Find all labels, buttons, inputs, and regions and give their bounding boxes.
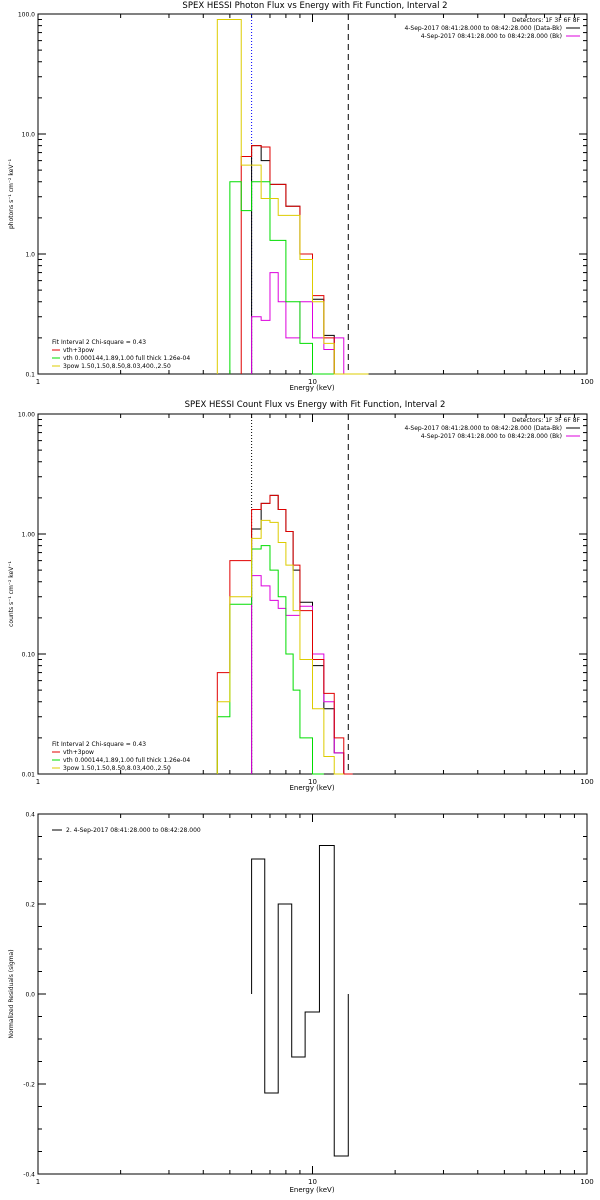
y-tick-label: 1.0: [25, 252, 35, 259]
legend-label: 4-Sep-2017 08:41:28.000 to 08:42:28.000 …: [421, 433, 562, 440]
fit-header: Fit Interval 2 Chi-square = 0.43: [52, 741, 146, 748]
fit-header: Fit Interval 2 Chi-square = 0.43: [52, 339, 146, 346]
legend-label: 4-Sep-2017 08:41:28.000 to 08:42:28.000 …: [404, 25, 562, 32]
legend-label: 3pow 1.50,1.50,8.50,8.03,400.,2.50: [63, 363, 171, 370]
y-tick-label: 0.10: [22, 652, 36, 659]
legend-bottom-left: Fit Interval 2 Chi-square = 0.43 vth+3po…: [52, 741, 190, 772]
series-line: [251, 575, 353, 775]
series-line: [251, 845, 349, 1157]
y-tick-label: -0.2: [23, 1082, 35, 1089]
x-axis-label: Energy (keV): [289, 1186, 334, 1194]
x-axis-label: Energy (keV): [289, 784, 334, 792]
legend-label: vth 0.000144,1.89,1.00 full thick 1.26e-…: [63, 757, 190, 764]
series-line: [216, 545, 324, 775]
x-tick-label: 10: [308, 1178, 317, 1186]
x-tick-label: 100: [580, 378, 593, 386]
legend-label: 4-Sep-2017 08:41:28.000 to 08:42:28.000 …: [421, 33, 562, 40]
y-axis-label: photons s⁻¹ cm⁻² keV⁻¹: [8, 158, 15, 229]
series-line: [229, 181, 369, 375]
axis-ticks: 1 10 100 0.1 1.0 10.0 100.0: [18, 12, 594, 387]
photon-flux-panel: SPEX HESSI Photon Flux vs Energy with Fi…: [8, 1, 594, 392]
legend: 2. 4-Sep-2017 08:41:28.000 to 08:42:28.0…: [52, 827, 201, 834]
plot-frame: [37, 413, 588, 775]
legend-bottom-left: Fit Interval 2 Chi-square = 0.43 vth+3po…: [52, 339, 190, 370]
series-group: [216, 18, 369, 375]
x-tick-label: 1: [36, 778, 40, 786]
series-line: [251, 272, 369, 375]
axis-ticks: 1 10 100 -0.4 -0.2 0.0 0.2 0.4: [23, 812, 593, 1187]
x-tick-label: 100: [580, 1178, 593, 1186]
y-tick-label: 0.01: [22, 772, 36, 779]
y-tick-label: 10.0: [22, 132, 36, 139]
legend-label: 4-Sep-2017 08:41:28.000 to 08:42:28.000 …: [404, 425, 562, 432]
series-line: [216, 519, 344, 775]
y-tick-label: 0.0: [25, 992, 35, 999]
y-axis-label: counts s⁻¹ cm⁻² keV⁻¹: [8, 561, 15, 627]
chart-title: SPEX HESSI Photon Flux vs Energy with Fi…: [182, 1, 447, 11]
x-tick-label: 1: [36, 1178, 40, 1186]
series-line: [216, 18, 369, 375]
y-tick-label: -0.4: [23, 1172, 35, 1179]
y-tick-label: 10.00: [18, 412, 35, 419]
axis-ticks: 1 10 100 0.01 0.10 1.00 10.00: [18, 412, 594, 787]
legend-label: vth 0.000144,1.89,1.00 full thick 1.26e-…: [63, 355, 190, 362]
y-tick-label: 100.0: [18, 12, 35, 19]
detectors-label: Detectors: 1F 3F 6F 8F: [512, 417, 581, 424]
residuals-panel: 1 10 100 -0.4 -0.2 0.0 0.2 0.4 Energy (keV) Nor…: [8, 812, 594, 1195]
detectors-label: Detectors: 1F 3F 6F 8F: [512, 17, 581, 24]
series-group: [251, 845, 349, 1157]
plot-frame: [37, 813, 588, 1175]
y-tick-label: 1.00: [22, 532, 36, 539]
x-tick-label: 100: [580, 778, 593, 786]
x-tick-label: 10: [308, 378, 317, 386]
series-group: [216, 494, 353, 775]
legend-top-right: 4-Sep-2017 08:41:28.000 to 08:42:28.000 …: [404, 25, 580, 40]
y-tick-label: 0.4: [25, 812, 35, 819]
x-axis-label: Energy (keV): [289, 384, 334, 392]
legend-label: vth+3pow: [63, 347, 94, 354]
y-axis-label: Normalized Residuals (sigma): [8, 949, 15, 1038]
legend-label: 2. 4-Sep-2017 08:41:28.000 to 08:42:28.0…: [66, 827, 201, 834]
legend-top-right: 4-Sep-2017 08:41:28.000 to 08:42:28.000 …: [404, 425, 580, 440]
chart-title: SPEX HESSI Count Flux vs Energy with Fit…: [185, 400, 446, 410]
count-flux-panel: SPEX HESSI Count Flux vs Energy with Fit…: [8, 400, 594, 792]
legend-label: 3pow 1.50,1.50,8.50,8.03,400.,2.50: [63, 765, 171, 772]
y-tick-label: 0.1: [25, 372, 35, 379]
y-tick-label: 0.2: [25, 902, 35, 909]
series-line: [251, 494, 353, 775]
x-tick-label: 10: [308, 778, 317, 786]
x-tick-label: 1: [36, 378, 40, 386]
series-line: [216, 494, 353, 775]
legend-label: vth+3pow: [63, 749, 94, 756]
